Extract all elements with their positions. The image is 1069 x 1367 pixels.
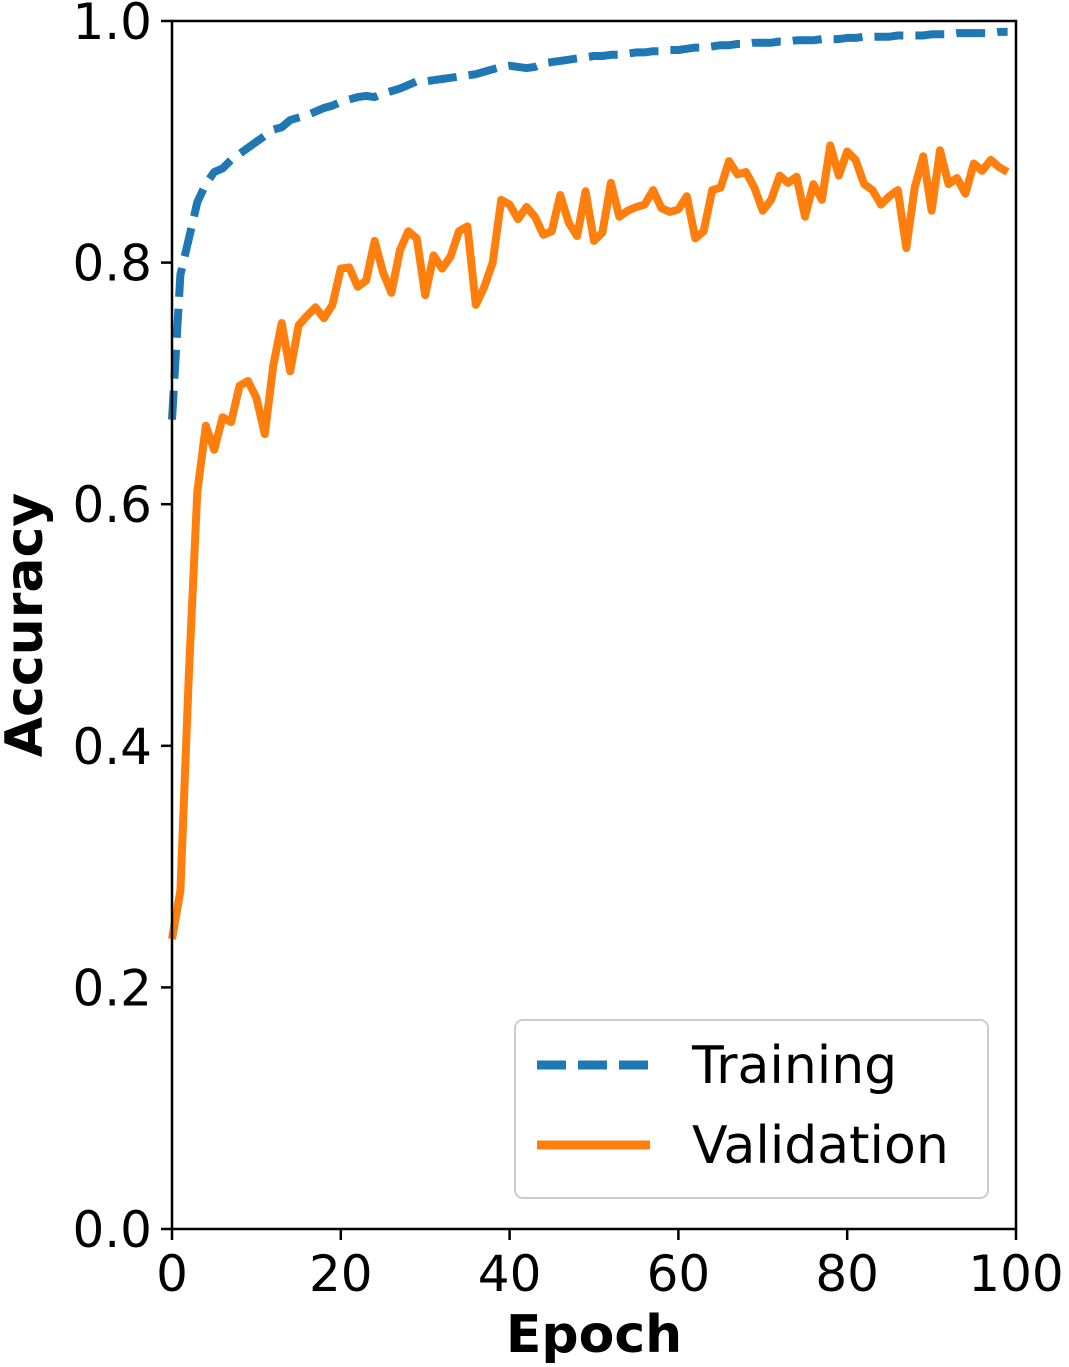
x-axis-title: Epoch — [506, 1305, 682, 1365]
x-tick-label: 60 — [647, 1245, 711, 1303]
x-tick-label: 100 — [968, 1245, 1063, 1303]
x-tick-label: 20 — [309, 1245, 373, 1303]
y-tick-label: 0.8 — [72, 235, 152, 293]
legend-training-label: Training — [691, 1036, 897, 1096]
y-tick-label: 0.6 — [72, 476, 152, 534]
legend: Training Validation — [514, 1019, 989, 1199]
series-line-validation — [168, 141, 1010, 940]
series-layer — [168, 27, 1010, 940]
y-tick-label: 0.4 — [72, 718, 152, 776]
x-tick-label: 80 — [815, 1245, 879, 1303]
series-line-training — [168, 27, 1008, 420]
y-tick-label: 1.0 — [72, 0, 152, 51]
x-tick-label: 40 — [478, 1245, 542, 1303]
y-ticks: 0.0 0.2 0.4 0.6 0.8 1.0 — [72, 0, 172, 1259]
y-axis-title: Accuracy — [0, 493, 55, 757]
plot-frame — [170, 19, 1018, 1231]
x-tick-label: 0 — [156, 1245, 188, 1303]
y-tick-label: 0.0 — [72, 1201, 152, 1259]
x-ticks: 0 20 40 60 80 100 — [156, 1229, 1064, 1303]
y-tick-label: 0.2 — [72, 959, 152, 1017]
legend-validation-label: Validation — [692, 1116, 949, 1176]
